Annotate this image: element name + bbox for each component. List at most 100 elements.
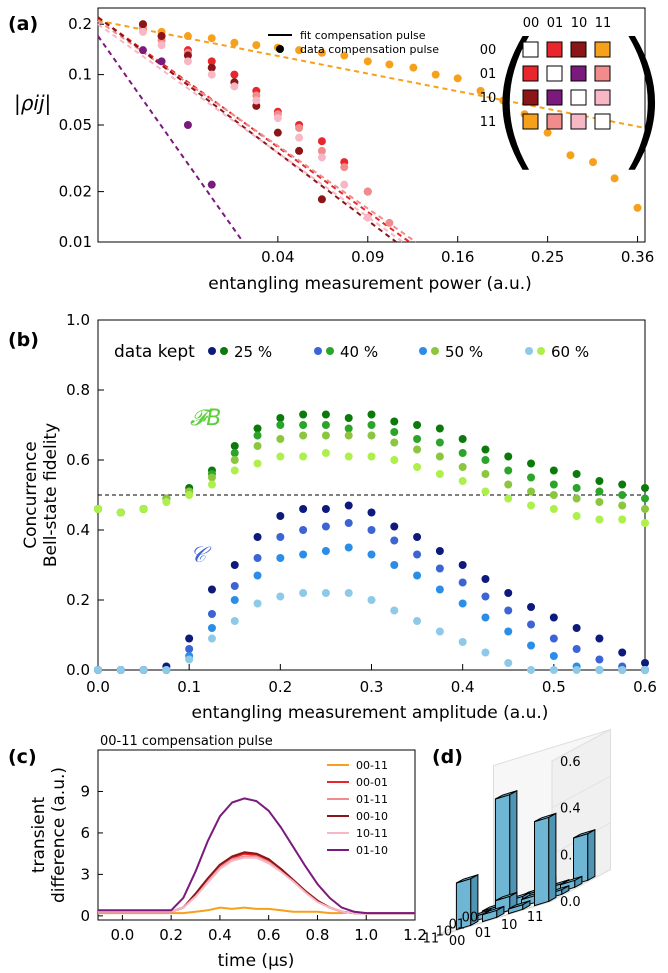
data-point-10-11 (363, 213, 372, 222)
y-tick-label: 9 (80, 782, 90, 800)
point-concurrence (344, 589, 353, 597)
panel-b-ylabel: Concurrence Bell-state fidelity (21, 423, 61, 567)
point-concurrence (413, 533, 422, 541)
point-concurrence (641, 666, 649, 674)
data-point-01-11 (317, 146, 326, 155)
bar-side (509, 789, 518, 906)
point-fidelity (595, 515, 604, 524)
point-fidelity (344, 431, 353, 440)
legend-marker-fidelity (537, 347, 545, 355)
x-tick-label: 0.4 (208, 926, 232, 944)
bar-top (456, 874, 479, 884)
point-concurrence (207, 634, 216, 643)
point-concurrence (299, 550, 308, 559)
matrix-col-label: 01 (547, 16, 564, 31)
x-tick-label: 0.09 (351, 248, 384, 266)
x-tick-label: 0.5 (542, 678, 566, 696)
point-concurrence (504, 659, 513, 667)
legend-label: 40 % (340, 343, 378, 361)
data-point-00-11 (363, 57, 372, 66)
legend-label-01-10: 01-10 (356, 844, 388, 857)
bar-top (482, 905, 505, 916)
series-line-01-11 (98, 855, 415, 915)
point-fidelity (299, 452, 308, 461)
point-fidelity (595, 498, 604, 506)
point-concurrence (367, 508, 376, 517)
matrix-cell (522, 89, 539, 106)
bar-top (560, 875, 583, 886)
point-fidelity (344, 452, 353, 461)
data-point-10-11 (183, 57, 192, 66)
point-fidelity (207, 473, 216, 482)
x-tick-label: 0.6 (257, 926, 281, 944)
x-tick-label: 1.2 (403, 926, 427, 944)
data-point-00-11 (543, 128, 552, 137)
panel-d-row-label: 01 (449, 917, 466, 932)
point-concurrence (595, 666, 604, 674)
point-fidelity (390, 428, 399, 436)
data-point-00-11 (183, 32, 192, 41)
point-fidelity (367, 431, 376, 440)
point-concurrence (481, 575, 490, 583)
matrix-col-label: 00 (523, 16, 540, 31)
point-concurrence (207, 585, 216, 594)
bar-side (548, 812, 557, 903)
point-fidelity (435, 470, 444, 478)
panel-d-col-label: 10 (501, 918, 518, 933)
point-fidelity (367, 421, 376, 429)
point-concurrence (390, 522, 399, 531)
point-concurrence (116, 666, 125, 674)
point-fidelity (116, 508, 125, 517)
panel-d-row-label: 11 (423, 931, 440, 946)
panel-a-ylabel: |ρij| (14, 91, 51, 115)
x-tick-label: 0.1 (177, 678, 201, 696)
panel-b-ylabel-line2: Bell-state fidelity (41, 423, 61, 567)
panel-d-col-label: 00 (449, 934, 466, 949)
point-concurrence (344, 543, 353, 552)
point-fidelity (230, 466, 239, 475)
y-tick-label: 0.2 (68, 15, 92, 33)
point-concurrence (321, 589, 330, 597)
point-fidelity (504, 466, 513, 475)
panel-d-z-tick-label: 0.0 (560, 895, 581, 910)
matrix-cell (570, 65, 587, 82)
fit-line-10-11 (97, 23, 404, 243)
point-concurrence (390, 536, 399, 545)
point-fidelity (572, 494, 581, 503)
panel-d-bars (455, 789, 596, 931)
point-fidelity (549, 505, 558, 513)
panel-label-c: (c) (8, 746, 37, 768)
point-fidelity (618, 515, 627, 524)
matrix-right-paren: ) (612, 12, 668, 186)
legend-marker-concurrence (525, 347, 533, 355)
y-tick-label: 0.1 (68, 66, 92, 84)
annotation-fidelity: 𝓕B (190, 406, 221, 431)
bar-top (495, 891, 518, 902)
y-tick-label: 0.05 (59, 116, 92, 134)
point-fidelity (435, 452, 444, 461)
point-fidelity (481, 456, 490, 464)
legend-marker-fidelity (326, 347, 334, 355)
point-fidelity (595, 487, 604, 496)
data-point-01-10 (207, 180, 216, 189)
panel-label-a: (a) (8, 13, 38, 35)
point-fidelity (367, 410, 376, 419)
y-tick-label: 0 (80, 907, 90, 925)
data-point-01-10 (138, 46, 147, 55)
panel-c-title: 00-11 compensation pulse (100, 734, 273, 749)
matrix-cell (522, 113, 539, 130)
panel-b-points (94, 410, 649, 674)
point-concurrence (527, 666, 536, 674)
legend-marker-concurrence (419, 347, 427, 355)
legend-label-01-11: 01-11 (356, 793, 388, 806)
point-fidelity (367, 452, 376, 461)
point-fidelity (481, 470, 490, 478)
panel-b-legend: 25 % 40 % 50 % 60 % (208, 343, 589, 361)
point-fidelity (504, 480, 513, 489)
data-point-00-10 (207, 63, 216, 72)
point-concurrence (299, 589, 308, 597)
point-fidelity (413, 435, 422, 443)
data-point-00-01 (230, 70, 239, 79)
data-point-00-10 (138, 20, 147, 29)
